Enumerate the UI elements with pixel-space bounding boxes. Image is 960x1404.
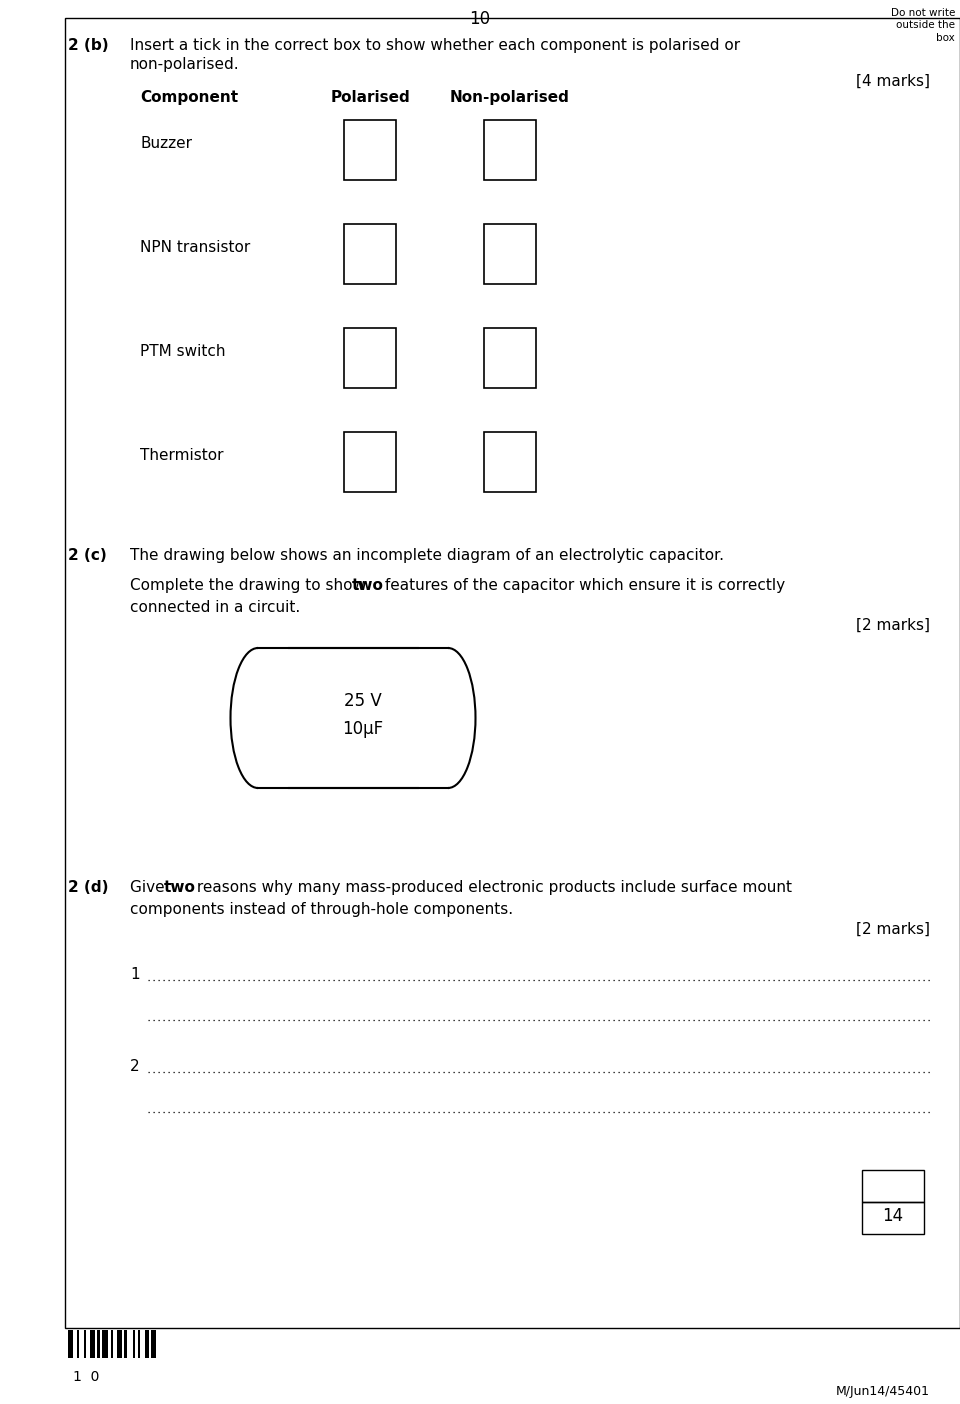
Bar bbox=[862, 1170, 924, 1202]
Text: 10: 10 bbox=[469, 10, 491, 28]
Text: M/Jun14/45401: M/Jun14/45401 bbox=[836, 1384, 930, 1398]
Text: features of the capacitor which ensure it is correctly: features of the capacitor which ensure i… bbox=[380, 578, 785, 592]
Text: NPN transistor: NPN transistor bbox=[140, 240, 251, 256]
Text: 1: 1 bbox=[130, 967, 139, 981]
Bar bbox=[68, 1330, 73, 1358]
Text: 10μF: 10μF bbox=[342, 720, 383, 739]
Bar bbox=[124, 1330, 128, 1358]
Bar bbox=[138, 1330, 140, 1358]
Bar bbox=[484, 119, 536, 180]
Text: 2 (b): 2 (b) bbox=[68, 38, 108, 53]
Text: Non-polarised: Non-polarised bbox=[450, 90, 570, 105]
Text: Give: Give bbox=[130, 880, 170, 894]
Bar bbox=[258, 646, 287, 790]
Text: Buzzer: Buzzer bbox=[140, 136, 192, 152]
Text: 25 V: 25 V bbox=[344, 692, 381, 710]
Text: non-polarised.: non-polarised. bbox=[130, 58, 240, 72]
Bar bbox=[89, 1330, 95, 1358]
Text: reasons why many mass-produced electronic products include surface mount: reasons why many mass-produced electroni… bbox=[192, 880, 792, 894]
Text: Complete the drawing to show: Complete the drawing to show bbox=[130, 578, 370, 592]
Bar bbox=[862, 1202, 924, 1234]
Bar bbox=[77, 1330, 79, 1358]
Bar bbox=[116, 1330, 122, 1358]
Text: two: two bbox=[164, 880, 196, 894]
Text: Component: Component bbox=[140, 90, 238, 105]
Text: components instead of through-hole components.: components instead of through-hole compo… bbox=[130, 901, 514, 917]
Text: 1  0: 1 0 bbox=[73, 1370, 99, 1384]
Bar bbox=[344, 432, 396, 491]
Bar bbox=[132, 1330, 134, 1358]
Text: 2 (d): 2 (d) bbox=[68, 880, 108, 894]
Bar bbox=[484, 329, 536, 388]
Bar bbox=[419, 646, 448, 790]
Text: PTM switch: PTM switch bbox=[140, 344, 226, 359]
Bar bbox=[484, 432, 536, 491]
Text: connected in a circuit.: connected in a circuit. bbox=[130, 600, 300, 615]
Bar bbox=[111, 1330, 113, 1358]
Text: two: two bbox=[352, 578, 384, 592]
Bar bbox=[97, 1330, 101, 1358]
Bar bbox=[145, 1330, 149, 1358]
Bar bbox=[102, 1330, 108, 1358]
Text: 2: 2 bbox=[130, 1059, 139, 1074]
Bar bbox=[84, 1330, 86, 1358]
Text: [2 marks]: [2 marks] bbox=[856, 618, 930, 633]
Text: Polarised: Polarised bbox=[330, 90, 410, 105]
Text: 14: 14 bbox=[882, 1207, 903, 1226]
Text: Do not write
outside the
box: Do not write outside the box bbox=[891, 8, 955, 42]
Bar bbox=[344, 119, 396, 180]
Bar bbox=[151, 1330, 156, 1358]
Bar bbox=[344, 329, 396, 388]
Bar bbox=[344, 225, 396, 284]
Text: [4 marks]: [4 marks] bbox=[856, 74, 930, 88]
Text: Thermistor: Thermistor bbox=[140, 448, 224, 463]
Text: [2 marks]: [2 marks] bbox=[856, 922, 930, 936]
Text: The drawing below shows an incomplete diagram of an electrolytic capacitor.: The drawing below shows an incomplete di… bbox=[130, 548, 724, 563]
Bar bbox=[484, 225, 536, 284]
Text: Insert a tick in the correct box to show whether each component is polarised or: Insert a tick in the correct box to show… bbox=[130, 38, 740, 53]
Text: 2 (c): 2 (c) bbox=[68, 548, 107, 563]
